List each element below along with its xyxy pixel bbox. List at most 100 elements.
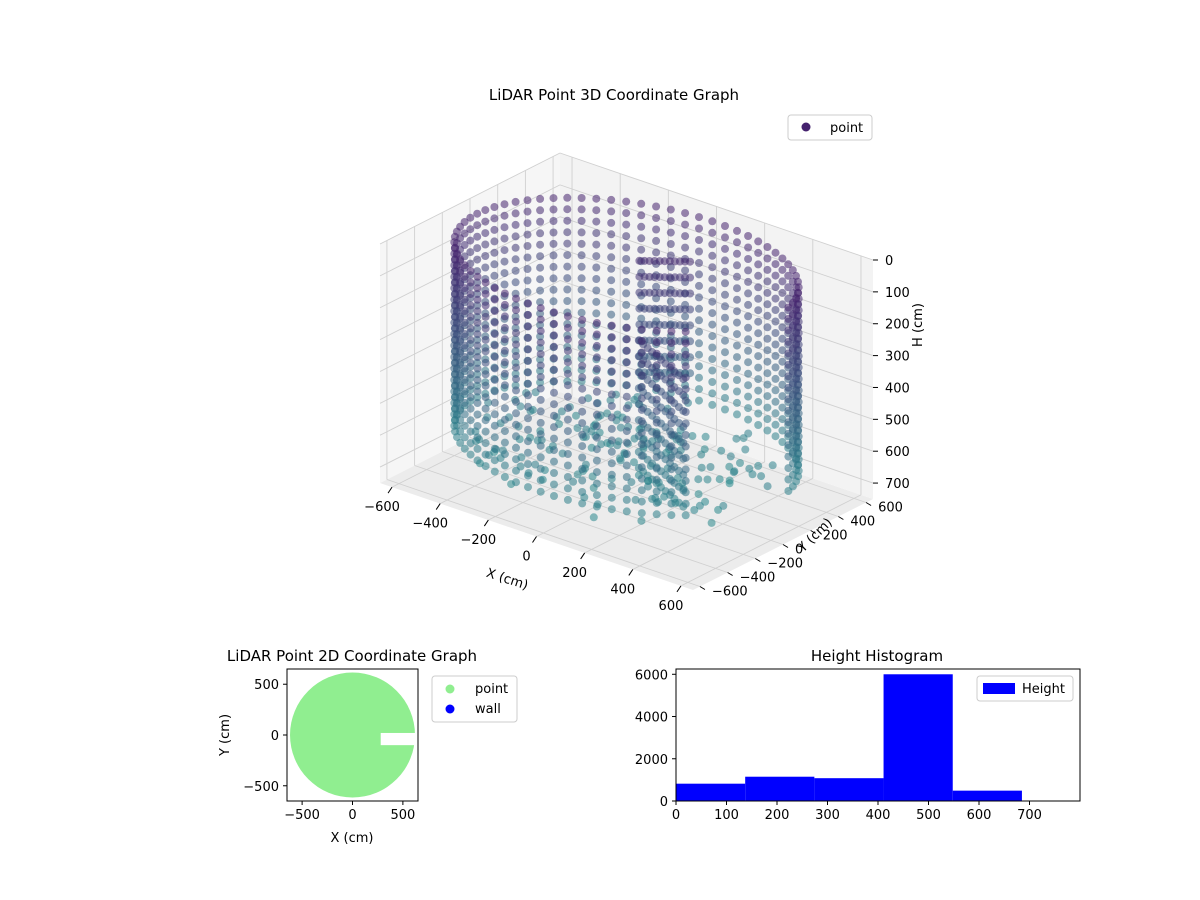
chart-3d-point: [550, 480, 558, 489]
chart-3d-point: [681, 511, 690, 520]
chart-3d-point: [512, 386, 520, 395]
chart-3d-legend-marker: [801, 122, 811, 132]
chart-3d-point: [500, 246, 509, 255]
chart-3d-point: [744, 335, 753, 344]
chart-3d-point: [637, 222, 646, 231]
chart-3d-point: [578, 453, 587, 462]
chart-3d-point: [536, 263, 545, 272]
chart-3d-point: [473, 456, 482, 465]
chart-3d-point: [481, 252, 490, 260]
chart-3d-point: [466, 335, 475, 344]
chart-3d-point: [473, 307, 482, 316]
chart-3d-point: [784, 271, 793, 280]
chart-3d-point: [721, 359, 729, 368]
chart-3d-ztick-label: 700: [885, 477, 910, 492]
chart-3d-point: [695, 350, 703, 359]
chart-3d-point: [695, 385, 703, 394]
chart-3d-point: [592, 252, 601, 261]
chart-3d-point: [536, 217, 545, 226]
chart-3d-point: [466, 416, 475, 425]
chart-3d-point: [778, 300, 787, 309]
chart-3d-point: [577, 308, 586, 317]
chart-3d-point: [563, 239, 572, 248]
chart-3d-point: [607, 390, 616, 399]
chart-3d-xtick-label: −600: [364, 500, 400, 515]
chart-3d-point: [500, 415, 509, 424]
chart-3d-point: [578, 384, 587, 393]
chart-3d-point: [456, 404, 465, 413]
chart-3d-point: [784, 283, 793, 292]
chart-3d-point: [550, 411, 558, 420]
chart-3d-point: [695, 373, 703, 382]
histogram-ytick-label: 6000: [635, 668, 668, 683]
chart-3d-point: [481, 312, 490, 321]
chart-3d-point: [784, 372, 793, 381]
chart-3d-ytick-mark: [865, 502, 872, 506]
chart-3d-point: [733, 284, 741, 293]
chart-2d-legend-point-marker: [445, 684, 455, 694]
chart-3d-point: [500, 289, 509, 298]
chart-3d-point: [784, 429, 793, 438]
chart-3d-point: [719, 501, 728, 510]
chart-3d-point: [622, 346, 631, 355]
chart-3d-point: [549, 262, 558, 271]
chart-3d-point: [754, 271, 763, 280]
chart-3d-point: [778, 265, 787, 274]
chart-3d-point: [592, 433, 601, 442]
chart-3d-point: [607, 276, 616, 285]
chart-3d-point: [592, 263, 601, 272]
chart-3d-point: [708, 343, 717, 352]
chart-3d-point: [652, 453, 661, 461]
chart-3d-ytick-mark: [838, 516, 844, 520]
chart-3d-point: [681, 373, 690, 382]
chart-3d-point: [460, 398, 469, 407]
chart-3d-point: [490, 456, 499, 465]
chart-3d-point: [563, 285, 572, 294]
chart-3d-point: [563, 323, 572, 332]
chart-3d-point: [592, 217, 601, 226]
chart-3d-point: [490, 352, 499, 361]
chart-3d-point: [616, 456, 625, 465]
chart-3d-point: [708, 274, 717, 283]
chart-3d-point: [622, 473, 631, 481]
histogram-xtick-label: 500: [916, 808, 941, 823]
chart-3d-point: [456, 266, 465, 275]
chart-3d-point: [778, 288, 787, 297]
chart-3d-point: [771, 306, 780, 314]
chart-3d-point: [490, 444, 499, 453]
chart-3d-point: [613, 441, 622, 450]
chart-3d-point: [500, 369, 509, 378]
chart-3d-point: [578, 419, 587, 428]
chart-3d-point: [592, 502, 601, 511]
chart-3d-point: [754, 306, 763, 315]
chart-3d-point: [778, 357, 787, 366]
chart-3d-point: [549, 239, 558, 248]
chart-3d-point: [473, 301, 482, 310]
chart-3d-point: [744, 346, 753, 355]
chart-3d-ztick-label: 200: [885, 318, 910, 333]
chart-3d-point: [744, 312, 753, 321]
chart-3d-point: [500, 404, 509, 413]
chart-3d-point: [577, 262, 586, 271]
chart-3d-point: [622, 358, 631, 367]
chart-3d-point: [473, 376, 482, 385]
chart-3d-point: [500, 335, 509, 344]
chart-3d-point: [744, 404, 753, 413]
chart-3d-point: [622, 243, 631, 252]
chart-2d-ticks: −500 −500 0 0 500 500: [243, 678, 415, 823]
chart-3d-point: [771, 260, 780, 269]
chart-3d-point: [622, 289, 631, 298]
chart-3d-point: [592, 297, 601, 306]
chart-3d-point: [733, 238, 741, 247]
chart-3d-point: [578, 361, 587, 370]
chart-3d-point: [481, 450, 490, 459]
chart-3d-point: [622, 335, 631, 344]
chart-3d-point: [473, 290, 482, 298]
chart-3d-point: [708, 366, 717, 375]
chart-3d-point: [592, 445, 601, 454]
chart-3d-point: [592, 364, 601, 373]
chart-3d-point: [778, 334, 787, 343]
chart-3d-point: [536, 418, 545, 427]
chart-3d-gridline: [559, 311, 874, 420]
chart-3d-point: [637, 199, 646, 208]
